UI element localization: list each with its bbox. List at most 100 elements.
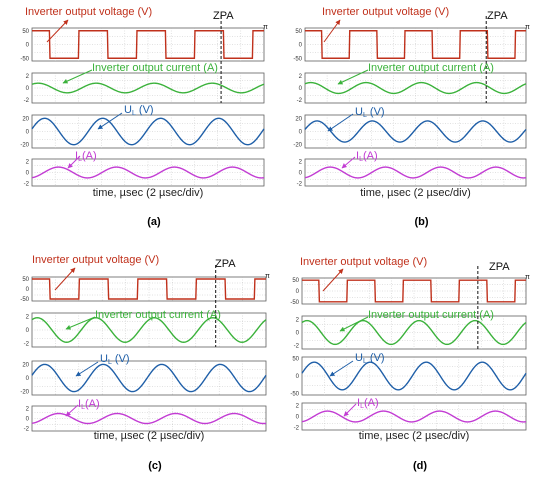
il-annotation-arrow <box>343 403 357 417</box>
y-tick-label: 0 <box>299 43 303 49</box>
y-tick-label: 50 <box>292 278 299 284</box>
y-tick-label: 20 <box>22 362 29 368</box>
x-axis-label: time, µsec (2 µsec/div) <box>360 187 470 199</box>
y-tick-label: 0 <box>26 171 30 177</box>
subfigure-caption: (a) <box>147 216 161 228</box>
panel-il: 2 0 -2 <box>24 405 267 433</box>
current-annotation: Inverter output current (A) <box>368 62 494 74</box>
ul-annotation: UL (V) <box>355 106 385 119</box>
il-annotation: IL(A) <box>356 150 378 163</box>
series-line-ul <box>301 361 527 391</box>
y-tick-label: -2 <box>297 181 303 187</box>
current-annotation-arrow <box>65 316 96 330</box>
ul-annotation-arrow <box>329 360 354 377</box>
y-tick-label: -2 <box>294 344 300 350</box>
y-tick-label: 0 <box>26 86 30 92</box>
y-tick-label: -2 <box>24 427 30 433</box>
y-tick-label: 0 <box>26 130 30 136</box>
ul-annotation-arrow <box>75 361 99 377</box>
current-annotation: Inverter output current (A) <box>92 62 218 74</box>
voltage-annotation-arrow <box>322 268 344 292</box>
voltage-annotation: Inverter output voltage (V) <box>32 254 159 266</box>
panel-current: 2 0 -2 <box>24 72 265 104</box>
current-annotation-arrow <box>62 69 93 84</box>
y-tick-label: 2 <box>26 74 30 80</box>
pi-label: π <box>525 274 530 281</box>
y-tick-label: -20 <box>293 143 302 149</box>
panel-current: 2 0 -2 <box>24 312 267 348</box>
ul-annotation: UL (V) <box>355 352 385 365</box>
y-tick-label: 0 <box>296 331 300 337</box>
il-annotation-arrow <box>67 155 81 169</box>
ul-annotation-arrow <box>97 112 123 130</box>
pi-label: π <box>265 273 270 280</box>
y-tick-label: 0 <box>296 374 300 380</box>
current-annotation: Inverter output current (A) <box>95 309 221 321</box>
panel-il: 2 0 -2 <box>297 158 527 187</box>
y-tick-label: -50 <box>293 56 302 62</box>
subfigure-caption: (d) <box>413 460 427 472</box>
y-tick-label: -50 <box>290 300 299 306</box>
panel-ul: 20 0 -20 <box>20 360 267 396</box>
y-tick-label: -2 <box>294 425 300 431</box>
y-tick-label: 50 <box>295 29 302 35</box>
y-tick-label: 2 <box>26 407 30 413</box>
voltage-annotation: Inverter output voltage (V) <box>25 6 152 18</box>
il-annotation: IL(A) <box>78 398 100 411</box>
current-annotation: Inverter output current (A) <box>368 309 494 321</box>
y-tick-label: 0 <box>296 415 300 421</box>
panel-current: 2 0 -2 <box>294 315 527 350</box>
y-tick-label: 0 <box>26 376 30 382</box>
series-line-current <box>31 317 267 343</box>
ul-annotation-arrow <box>327 113 354 132</box>
il-annotation-arrow <box>65 404 79 417</box>
y-tick-label: 50 <box>22 277 29 283</box>
series-line-il <box>304 166 527 179</box>
y-tick-label: 0 <box>26 43 30 49</box>
panel-il: 2 0 -2 <box>294 402 527 431</box>
subfigure-d: 50 0 -50 2 0 -2 50 0 -50 2 0 -2 ZPA π Inverter output … <box>290 256 530 472</box>
series-line-il <box>31 412 267 425</box>
il-annotation-arrow <box>341 156 356 169</box>
y-tick-label: -2 <box>24 98 30 104</box>
series-line-current <box>304 81 527 95</box>
panel-ul: 20 0 -20 <box>20 114 265 149</box>
y-tick-label: -2 <box>24 342 30 348</box>
ul-annotation: UL (V) <box>100 353 130 366</box>
y-tick-label: 2 <box>299 160 303 166</box>
panel-ul: 50 0 -50 <box>290 356 527 397</box>
y-tick-label: -20 <box>20 390 29 396</box>
x-axis-label: time, µsec (2 µsec/div) <box>94 430 204 442</box>
series-line-ul <box>304 120 527 143</box>
y-tick-label: 0 <box>296 289 300 295</box>
il-annotation: IL(A) <box>357 397 379 410</box>
y-tick-label: 2 <box>26 160 30 166</box>
zpa-label: ZPA <box>213 10 234 22</box>
y-tick-label: 0 <box>299 130 303 136</box>
series-line-current <box>31 82 265 94</box>
subfigure-caption: (c) <box>148 460 162 472</box>
series-line-voltage <box>32 278 266 300</box>
y-tick-label: -20 <box>20 143 29 149</box>
voltage-annotation-arrow <box>54 267 76 291</box>
series-line-ul <box>31 117 265 146</box>
y-tick-label: 20 <box>22 116 29 122</box>
panel-voltage: 50 0 -50 <box>20 276 267 303</box>
panel-il: 2 0 -2 <box>24 158 265 187</box>
y-tick-label: 0 <box>26 287 30 293</box>
il-annotation: IL(A) <box>75 150 97 163</box>
voltage-annotation: Inverter output voltage (V) <box>322 6 449 18</box>
y-tick-label: -50 <box>20 297 29 303</box>
voltage-annotation-arrow <box>46 19 69 43</box>
y-tick-label: 0 <box>299 86 303 92</box>
series-line-ul <box>31 363 267 393</box>
y-tick-label: -2 <box>297 98 303 104</box>
voltage-annotation-arrow <box>323 19 341 43</box>
x-axis-label: time, µsec (2 µsec/div) <box>359 430 469 442</box>
panel-voltage: 50 0 -50 <box>290 277 527 306</box>
series-line-voltage <box>302 279 526 303</box>
series-line-voltage <box>305 30 526 59</box>
